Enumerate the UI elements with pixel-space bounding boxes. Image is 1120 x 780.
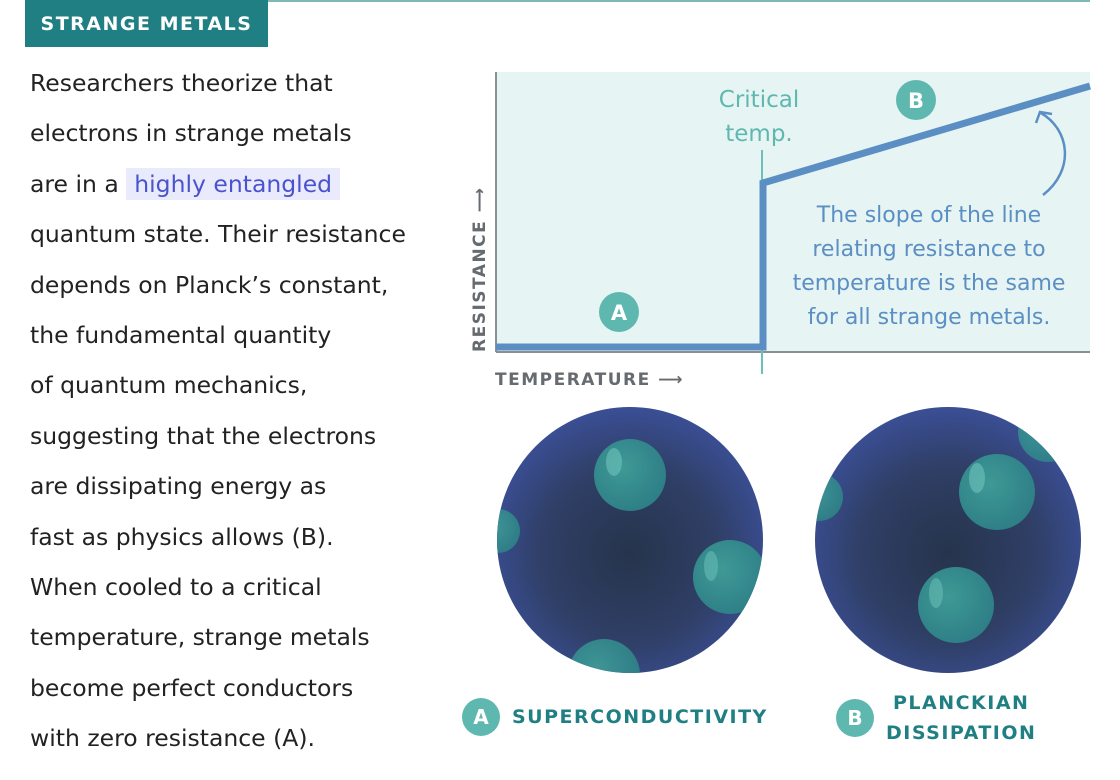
body-line: quantum state. Their resistance — [30, 220, 406, 249]
body-line: depends on Planck’s constant, — [30, 270, 389, 299]
svg-text:B: B — [908, 89, 924, 113]
body-line: become perfect conductors — [30, 673, 354, 702]
resistance-line — [496, 82, 1091, 351]
legend-label-b: PLANCKIAN DISSIPATION — [886, 688, 1036, 748]
body-line: suggesting that the electrons — [30, 421, 377, 450]
legend-superconductivity: A SUPERCONDUCTIVITY — [462, 698, 768, 736]
body-line: are dissipating energy as — [30, 472, 327, 501]
highlighted-phrase: highly entangled — [126, 167, 341, 200]
legend-label-b-line2: DISSIPATION — [886, 722, 1037, 744]
svg-text:A: A — [611, 301, 628, 325]
body-line-prefix: are in a — [30, 169, 127, 198]
body-line: with zero resistance (A). — [30, 724, 315, 753]
superconductivity-sphere — [497, 407, 763, 673]
top-rule — [268, 0, 1090, 2]
body-line: When cooled to a critical — [30, 572, 322, 601]
slope-note-3: temperature is the same — [793, 271, 1066, 296]
critical-temp-label-1: Critical — [719, 87, 799, 113]
slope-note-1: The slope of the line — [816, 203, 1041, 228]
badge-b: B — [896, 80, 936, 120]
badge-a: A — [599, 292, 639, 332]
critical-temp-label-2: temp. — [725, 121, 792, 147]
legend-label-b-line1: PLANCKIAN — [892, 692, 1030, 714]
planckian-dissipation-sphere — [815, 407, 1081, 673]
legend-planckian: B PLANCKIAN DISSIPATION — [836, 688, 1036, 748]
slope-note-2: relating resistance to — [812, 237, 1045, 262]
legend-label-a: SUPERCONDUCTIVITY — [512, 706, 768, 728]
body-line: temperature, strange metals — [30, 623, 370, 652]
arrow-head-icon — [1034, 110, 1053, 124]
body-line: of quantum mechanics, — [30, 371, 308, 400]
section-tag: STRANGE METALS — [25, 0, 268, 47]
body-line: fast as physics allows (B). — [30, 522, 334, 551]
legend-badge-a: A — [462, 698, 500, 736]
body-line: Researchers theorize that — [30, 69, 333, 97]
body-line: are in a highly entangled — [30, 159, 450, 209]
body-paragraph: Researchers theorize that electrons in s… — [30, 58, 450, 763]
x-axis-label: TEMPERATURE ⟶ — [495, 370, 684, 390]
annotation-arrow — [1040, 111, 1067, 196]
body-line: the fundamental quantity — [30, 320, 332, 349]
y-axis-label: RESISTANCE ⟶ — [470, 186, 490, 352]
body-line: electrons in strange metals — [30, 119, 352, 148]
legend-badge-b: B — [836, 699, 874, 737]
slope-note-4: for all strange metals. — [808, 305, 1051, 330]
